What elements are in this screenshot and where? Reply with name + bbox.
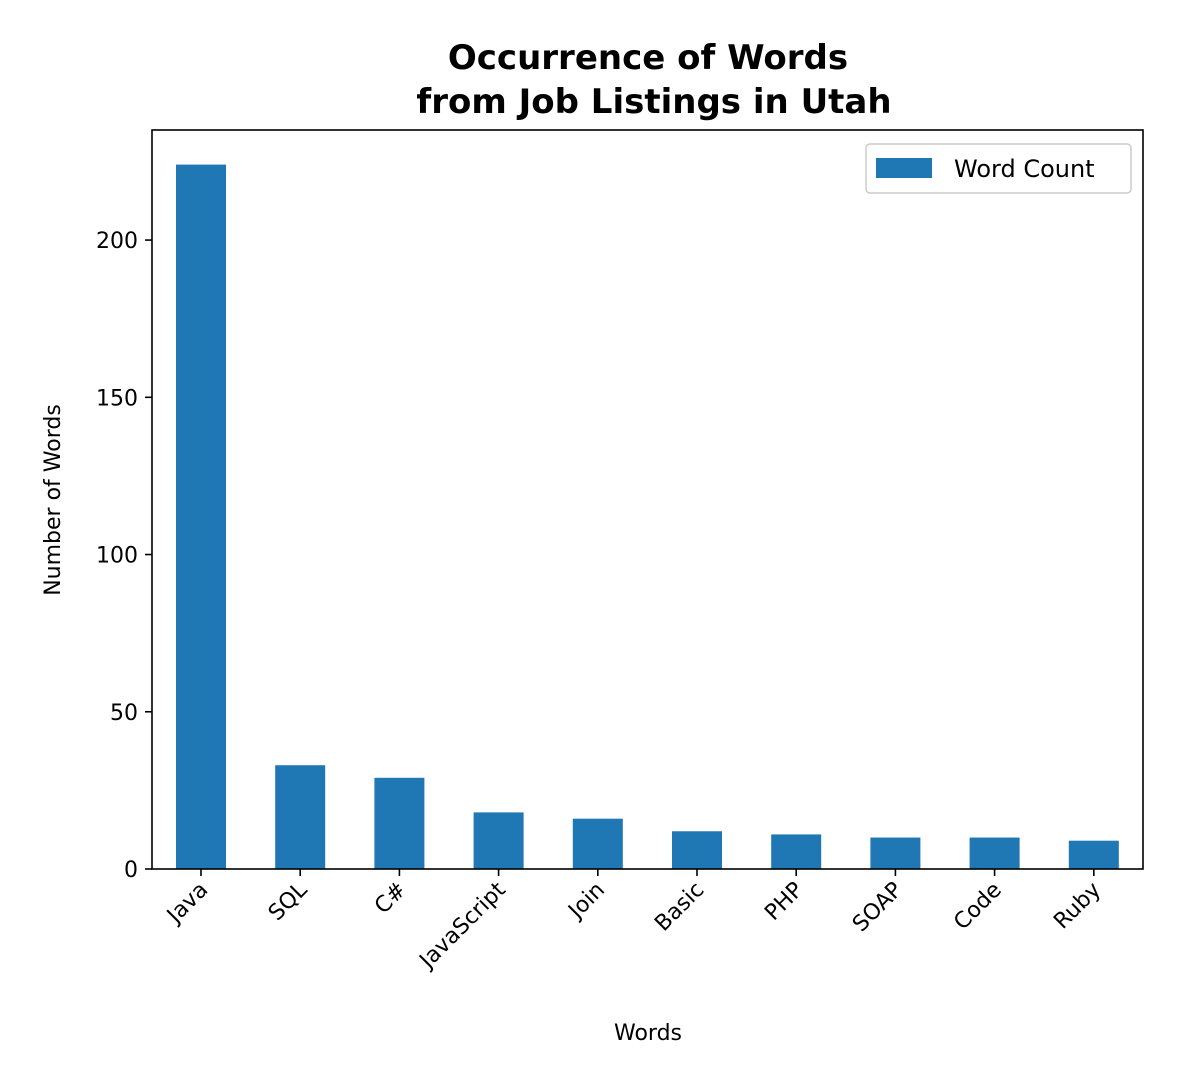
- y-tick-label: 150: [96, 386, 138, 411]
- x-tick-label: Join: [563, 878, 610, 925]
- bar-ruby: [1068, 840, 1119, 869]
- bar-java: [176, 164, 226, 869]
- bar-code: [969, 837, 1020, 869]
- y-axis-label: Number of Words: [41, 404, 66, 596]
- legend-box: [865, 143, 1132, 194]
- y-tick-label: 50: [110, 701, 138, 726]
- bar-c-: [374, 777, 425, 869]
- x-tick-label: SOAP: [848, 878, 908, 938]
- bar-php: [771, 834, 822, 869]
- x-axis-label: Words: [614, 1021, 682, 1046]
- x-tick-label: SQL: [264, 877, 313, 926]
- y-axis-ticks: 0 50 100 150 200: [96, 229, 152, 883]
- x-tick-label: C#: [370, 878, 412, 920]
- bar-join: [572, 818, 623, 869]
- legend-swatch: [876, 158, 932, 178]
- y-tick-label: 100: [96, 544, 138, 569]
- x-tick-label: JavaScript: [414, 877, 511, 974]
- plot-frame: [151, 129, 1144, 870]
- x-tick-label: Code: [949, 878, 1007, 936]
- y-tick-label: 0: [124, 858, 138, 883]
- chart-title-line-1: Occurrence of Words: [448, 38, 848, 78]
- y-tick-label: 200: [96, 229, 138, 254]
- bars-layer: [176, 164, 1119, 869]
- bar-javascript: [473, 812, 524, 869]
- chart-title-line-2: from Job Listings in Utah: [416, 82, 891, 122]
- bar-soap: [870, 837, 921, 869]
- bar-basic: [672, 831, 722, 869]
- legend-label: Word Count: [954, 155, 1095, 183]
- x-tick-label: PHP: [760, 878, 808, 926]
- legend: Word Count: [865, 143, 1132, 194]
- x-axis-ticks: Java SQL C# JavaScript Join Basic PHP SOAP Code R…: [161, 869, 1106, 975]
- x-tick-label: Java: [161, 878, 213, 930]
- x-tick-label: Ruby: [1049, 878, 1106, 935]
- x-tick-label: Basic: [650, 878, 709, 937]
- bar-sql: [275, 765, 326, 869]
